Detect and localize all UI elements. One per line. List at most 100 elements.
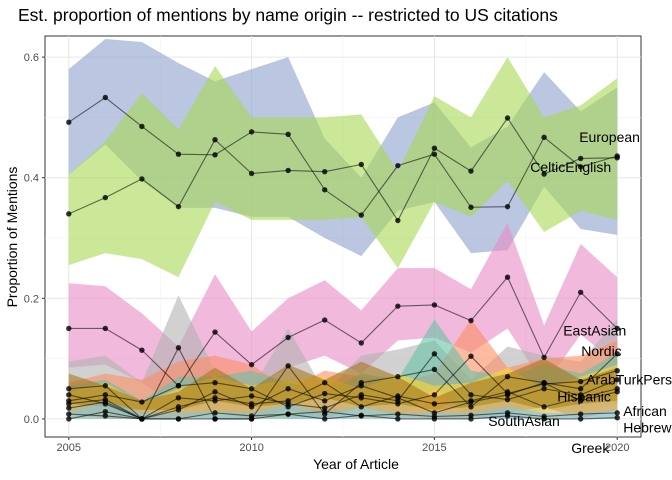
point-eastasian xyxy=(614,325,620,332)
point-celticenglish xyxy=(614,155,620,161)
point-hispanic xyxy=(248,393,255,399)
point-nordic xyxy=(614,351,620,357)
point-nordic xyxy=(102,383,109,389)
point-greek xyxy=(102,413,109,419)
series-label-greek: Greek xyxy=(571,440,610,456)
point-hebrew xyxy=(395,416,401,422)
point-southasian xyxy=(248,404,255,410)
point-european xyxy=(66,119,72,125)
y-tick-label: 0.4 xyxy=(24,173,39,185)
point-eastasian xyxy=(431,302,438,308)
point-hebrew xyxy=(541,416,547,422)
line-african xyxy=(68,382,618,420)
point-celticenglish xyxy=(395,217,401,224)
point-eastasian xyxy=(66,325,72,332)
point-arabturkpers xyxy=(614,367,620,374)
line-hebrew xyxy=(68,411,618,420)
point-african xyxy=(212,395,218,401)
line-european xyxy=(68,96,618,216)
x-tick-label: 2015 xyxy=(422,442,446,454)
point-hispanic xyxy=(614,377,620,383)
point-eastasian xyxy=(504,274,511,280)
series-label-celticenglish: CelticEnglish xyxy=(530,159,611,175)
point-european xyxy=(395,162,401,169)
series-labels: European CelticEnglish EastAsian Nordic Arab… xyxy=(488,129,672,456)
point-southasian xyxy=(541,380,547,386)
point-hispanic xyxy=(66,401,72,407)
axis-ticks: 2005 2010 2015 2020 0.0 0.2 0.4 0.6 xyxy=(24,52,630,454)
point-european xyxy=(102,94,109,101)
point-nordic xyxy=(395,373,401,380)
ribbon-celticenglish xyxy=(68,57,618,278)
point-hebrew xyxy=(102,408,109,415)
point-greek xyxy=(212,410,218,416)
x-tick-label: 2010 xyxy=(239,442,263,454)
point-nordic xyxy=(175,345,182,351)
point-hebrew xyxy=(504,413,511,419)
point-celticenglish xyxy=(541,171,547,177)
line-southasian xyxy=(68,382,618,420)
point-eastasian xyxy=(358,340,364,346)
point-arabturkpers xyxy=(139,399,145,405)
point-eastasian xyxy=(285,334,291,341)
series-label-nordic: Nordic xyxy=(581,343,621,359)
point-celticenglish xyxy=(285,167,291,174)
point-celticenglish xyxy=(577,155,584,162)
point-greek xyxy=(577,411,584,417)
y-tick-label: 0.2 xyxy=(24,293,39,305)
point-nordic xyxy=(431,366,438,373)
point-hispanic xyxy=(358,392,364,398)
chart-title: Est. proportion of mentions by name orig… xyxy=(18,5,558,25)
point-hebrew xyxy=(577,416,584,422)
point-eastasian xyxy=(322,317,328,323)
point-southasian xyxy=(468,399,474,405)
point-celticenglish xyxy=(212,137,218,143)
point-european xyxy=(468,204,474,210)
point-european xyxy=(431,151,438,157)
point-european xyxy=(358,212,364,218)
x-axis-label: Year of Article xyxy=(313,456,399,472)
point-european xyxy=(504,203,511,210)
point-southasian xyxy=(614,389,620,395)
point-arabturkpers xyxy=(468,353,474,359)
point-european xyxy=(139,123,145,130)
point-eastasian xyxy=(577,289,584,295)
point-european xyxy=(212,152,218,158)
point-european xyxy=(322,187,328,193)
point-eastasian xyxy=(468,317,474,324)
x-tick-label: 2005 xyxy=(57,442,81,454)
point-eastasian xyxy=(212,329,218,335)
point-celticenglish xyxy=(431,145,438,151)
line-eastasian xyxy=(68,276,618,387)
y-axis-label: Proportion of Mentions xyxy=(4,167,20,308)
point-hebrew xyxy=(322,416,328,422)
point-hebrew xyxy=(358,412,364,418)
point-nordic xyxy=(66,386,72,392)
point-southasian xyxy=(285,386,291,392)
point-southasian xyxy=(577,398,584,404)
point-arabturkpers xyxy=(212,380,218,386)
point-eastasian xyxy=(102,325,109,332)
line-hispanic xyxy=(68,352,618,420)
point-southasian xyxy=(212,389,218,395)
point-eastasian xyxy=(139,347,145,353)
point-arabturkpers xyxy=(431,392,438,398)
series-points xyxy=(66,94,620,422)
confidence-ribbons xyxy=(68,39,618,419)
point-african xyxy=(322,380,328,386)
series-label-african: African xyxy=(623,403,667,419)
point-celticenglish xyxy=(358,161,364,168)
point-greek xyxy=(395,411,401,417)
point-hebrew xyxy=(175,416,182,422)
x-tick-label: 2020 xyxy=(605,442,629,454)
point-european xyxy=(175,151,182,157)
point-eastasian xyxy=(395,303,401,309)
series-label-hebrew: Hebrew xyxy=(623,420,672,436)
point-nordic xyxy=(468,404,474,410)
point-hispanic xyxy=(431,351,438,357)
point-african xyxy=(285,398,291,404)
point-celticenglish xyxy=(504,115,511,121)
point-arabturkpers xyxy=(102,392,109,398)
point-hebrew xyxy=(468,416,474,422)
